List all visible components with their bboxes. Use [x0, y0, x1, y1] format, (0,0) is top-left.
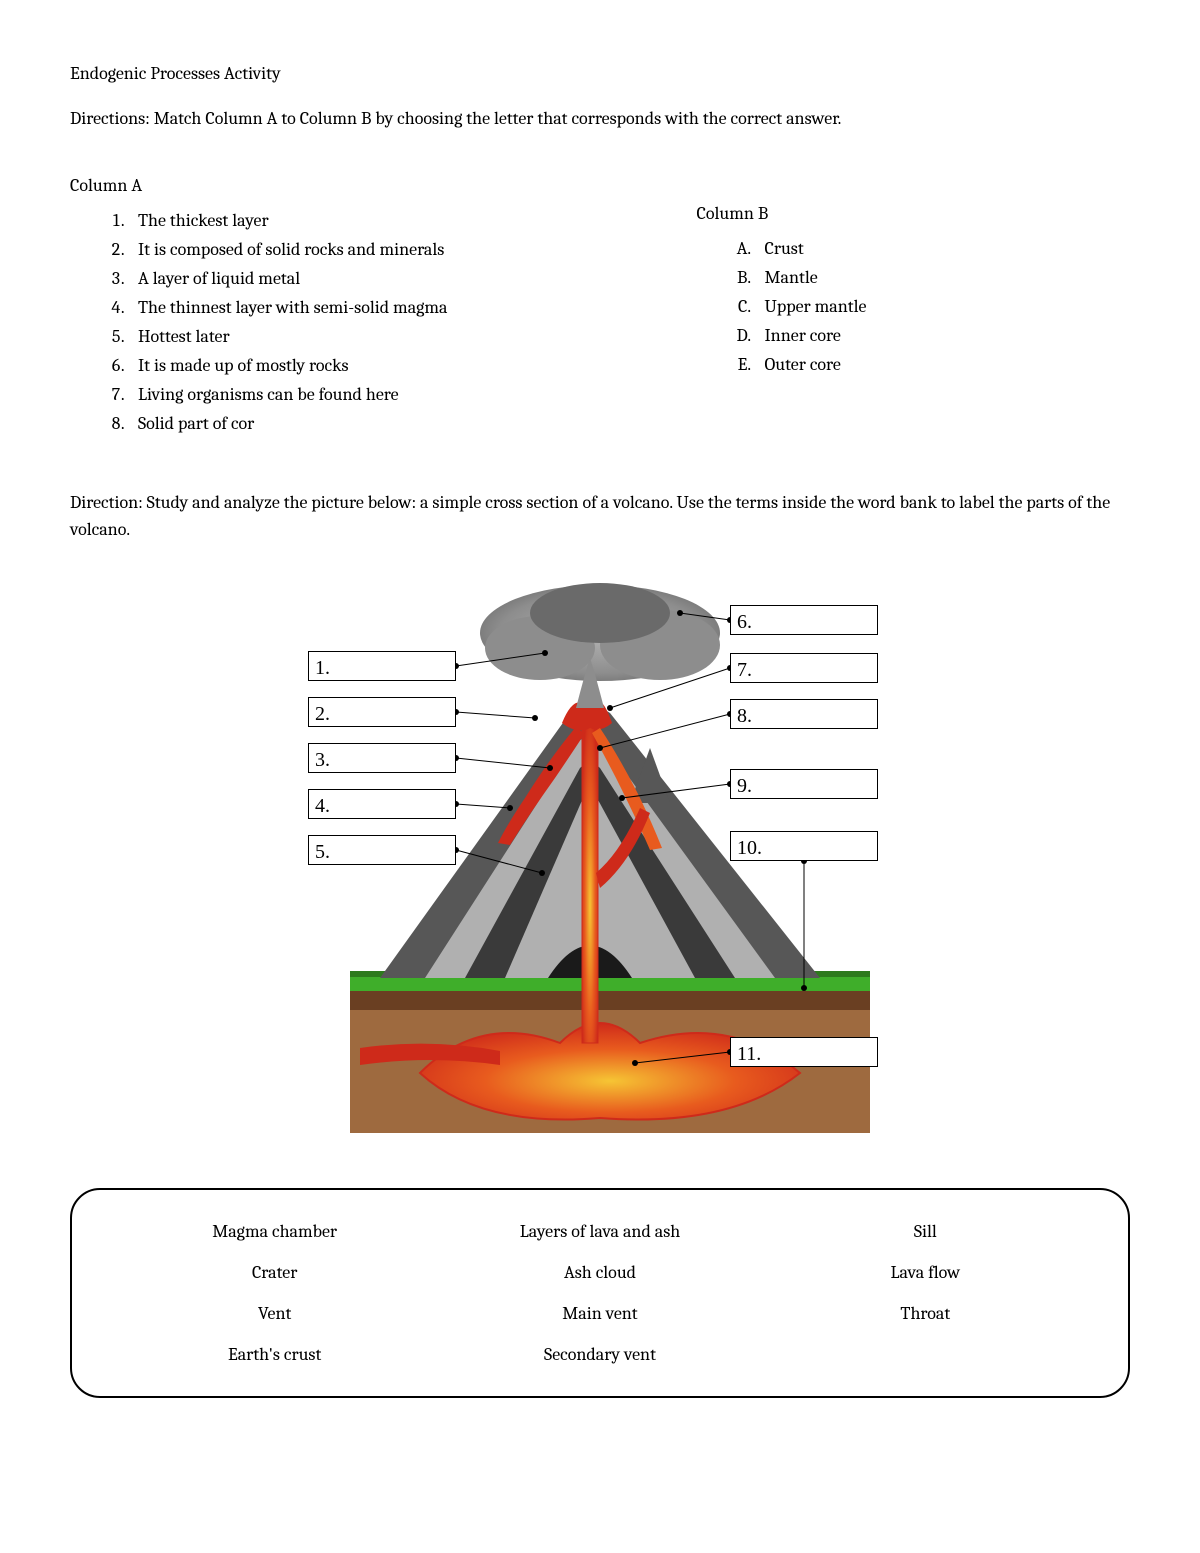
word-bank-term: Secondary vent	[447, 1341, 752, 1368]
word-bank-term: Throat	[773, 1300, 1078, 1327]
column-a-item: Solid part of cor	[128, 410, 657, 437]
column-b-item: Upper mantle	[755, 293, 1131, 320]
column-b-item: Inner core	[755, 322, 1131, 349]
diagram-label-box[interactable]: 5.	[308, 835, 456, 865]
column-a: Column A The thickest layer It is compos…	[70, 172, 657, 439]
diagram-label-box[interactable]: 3.	[308, 743, 456, 773]
diagram-label-box[interactable]: 11.	[730, 1037, 878, 1067]
column-a-item: A layer of liquid metal	[128, 265, 657, 292]
column-a-item: The thickest layer	[128, 207, 657, 234]
word-bank: Magma chamber Layers of lava and ash Sil…	[70, 1188, 1130, 1398]
diagram-label-box[interactable]: 1.	[308, 651, 456, 681]
diagram-label-box[interactable]: 2.	[308, 697, 456, 727]
column-a-item: It is made up of mostly rocks	[128, 352, 657, 379]
word-bank-term: Magma chamber	[122, 1218, 427, 1245]
column-a-item: The thinnest layer with semi-solid magma	[128, 294, 657, 321]
column-b-item: Crust	[755, 235, 1131, 262]
directions-1: Directions: Match Column A to Column B b…	[70, 105, 1130, 132]
diagram-label-box[interactable]: 6.	[730, 605, 878, 635]
word-bank-term: Earth's crust	[122, 1341, 427, 1368]
diagram-label-box[interactable]: 9.	[730, 769, 878, 799]
page-title: Endogenic Processes Activity	[70, 60, 1130, 87]
word-bank-term: Main vent	[447, 1300, 752, 1327]
column-b-item: Mantle	[755, 264, 1131, 291]
directions-2: Direction: Study and analyze the picture…	[70, 489, 1130, 543]
word-bank-term: Ash cloud	[447, 1259, 752, 1286]
diagram-label-box[interactable]: 4.	[308, 789, 456, 819]
diagram-label-box[interactable]: 8.	[730, 699, 878, 729]
diagram-label-box[interactable]: 10.	[730, 831, 878, 861]
column-b-list: Crust Mantle Upper mantle Inner core Out…	[697, 235, 1131, 378]
column-b: Column B Crust Mantle Upper mantle Inner…	[697, 200, 1131, 439]
column-a-item: Living organisms can be found here	[128, 381, 657, 408]
word-bank-term: Layers of lava and ash	[447, 1218, 752, 1245]
column-a-item: It is composed of solid rocks and minera…	[128, 236, 657, 263]
column-a-item: Hottest later	[128, 323, 657, 350]
matching-columns: Column A The thickest layer It is compos…	[70, 172, 1130, 439]
word-bank-term: Lava flow	[773, 1259, 1078, 1286]
column-b-item: Outer core	[755, 351, 1131, 378]
word-bank-term: Crater	[122, 1259, 427, 1286]
diagram-label-box[interactable]: 7.	[730, 653, 878, 683]
column-a-list: The thickest layer It is composed of sol…	[70, 207, 657, 437]
word-bank-term: Sill	[773, 1218, 1078, 1245]
volcano-diagram: 1. 2. 3. 4. 5. 6. 7. 8. 9. 10. 11.	[300, 573, 900, 1133]
column-a-heading: Column A	[70, 172, 657, 199]
column-b-heading: Column B	[697, 200, 1131, 227]
word-bank-term: Vent	[122, 1300, 427, 1327]
